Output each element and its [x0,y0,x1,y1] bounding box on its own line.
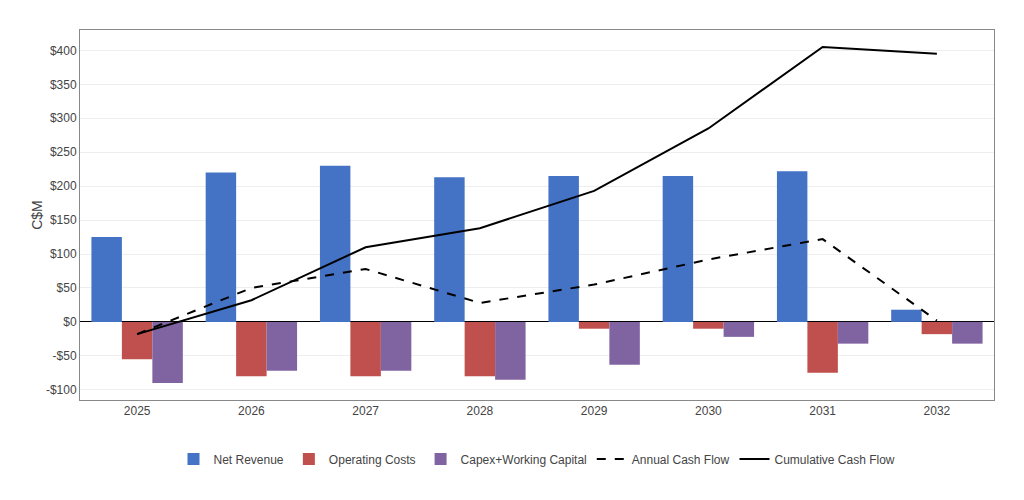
svg-text:$50: $50 [57,281,77,295]
svg-text:Capex+Working Capital: Capex+Working Capital [461,453,587,467]
svg-text:2025: 2025 [124,404,151,418]
svg-text:Annual Cash Flow: Annual Cash Flow [632,453,730,467]
svg-text:$150: $150 [50,213,77,227]
svg-text:2028: 2028 [467,404,494,418]
svg-text:$200: $200 [50,179,77,193]
svg-text:$250: $250 [50,145,77,159]
svg-text:$350: $350 [50,78,77,92]
svg-text:C$M: C$M [29,200,45,230]
svg-text:$400: $400 [50,44,77,58]
svg-text:$100: $100 [50,247,77,261]
svg-text:2031: 2031 [809,404,836,418]
svg-text:Cumulative Cash Flow: Cumulative Cash Flow [774,453,894,467]
svg-text:$0: $0 [63,315,77,329]
svg-text:2027: 2027 [352,404,379,418]
svg-text:2032: 2032 [924,404,951,418]
svg-text:-$50: -$50 [53,349,77,363]
svg-text:$300: $300 [50,111,77,125]
svg-text:-$100: -$100 [46,383,77,397]
svg-text:2026: 2026 [238,404,265,418]
svg-text:Net Revenue: Net Revenue [214,453,284,467]
svg-text:2029: 2029 [581,404,608,418]
svg-text:Operating Costs: Operating Costs [329,453,416,467]
svg-text:2030: 2030 [695,404,722,418]
